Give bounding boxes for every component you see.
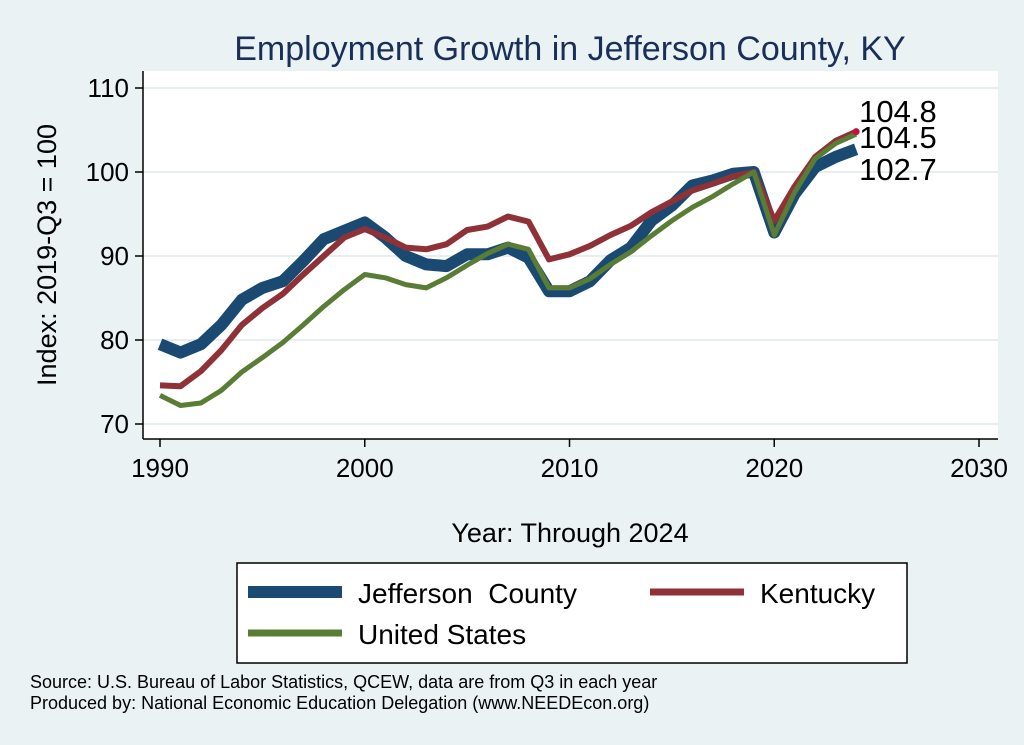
legend-box xyxy=(236,562,908,664)
y-tick-label-90: 90 xyxy=(100,241,129,271)
series-line-united-states xyxy=(158,131,858,408)
x-tick-label-2010: 2010 xyxy=(541,453,599,483)
legend-label-jefferson-county: Jefferson County xyxy=(358,578,577,609)
legend-label-united-states: United States xyxy=(358,619,526,650)
x-tick-label-2020: 2020 xyxy=(745,453,803,483)
end-label-kentucky: 104.8 xyxy=(859,94,937,129)
series-line-kentucky xyxy=(159,128,858,390)
producer-note: Produced by: National Economic Education… xyxy=(30,693,649,713)
y-tick-label-110: 110 xyxy=(88,73,129,103)
y-tick-label-70: 70 xyxy=(100,409,129,439)
x-tick-label-2030: 2030 xyxy=(950,453,1008,483)
x-axis-label: Year: Through 2024 xyxy=(451,518,688,548)
chart-title: Employment Growth in Jefferson County, K… xyxy=(234,30,905,68)
y-tick-label-80: 80 xyxy=(100,325,129,355)
source-note: Source: U.S. Bureau of Labor Statistics,… xyxy=(30,672,657,692)
end-label-jefferson-county: 102.7 xyxy=(859,152,937,187)
y-tick-label-100: 100 xyxy=(86,157,129,187)
end-label-united-states: 104.5 xyxy=(859,120,937,155)
kentucky-endpoint-marker xyxy=(852,128,860,136)
legend-label-kentucky: Kentucky xyxy=(760,578,875,609)
x-tick-label-1990: 1990 xyxy=(131,453,189,483)
x-tick-label-2000: 2000 xyxy=(336,453,394,483)
legend: Jefferson County Kentucky United States xyxy=(236,562,908,664)
y-axis-label: Index: 2019-Q3 = 100 xyxy=(32,124,62,386)
